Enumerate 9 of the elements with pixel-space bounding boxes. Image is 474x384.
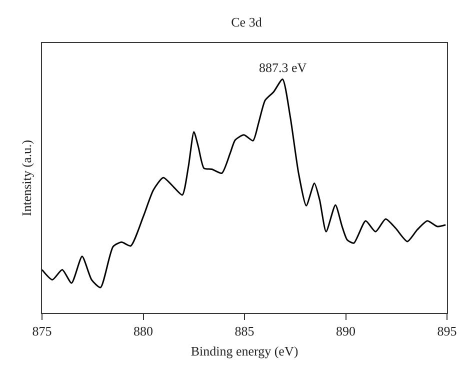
x-axis-title: Binding energy (eV) [190,343,298,358]
annotation: 887.3 eV [259,60,308,75]
x-tick-label: 880 [134,324,153,339]
x-tick-label: 875 [32,324,52,339]
chart-title: Ce 3d [231,14,262,30]
x-tick-label: 885 [234,324,254,339]
x-tick-label: 890 [336,324,356,339]
x-tick-label: 895 [437,324,457,339]
y-axis-title: Intensity (a.u.) [18,140,34,216]
